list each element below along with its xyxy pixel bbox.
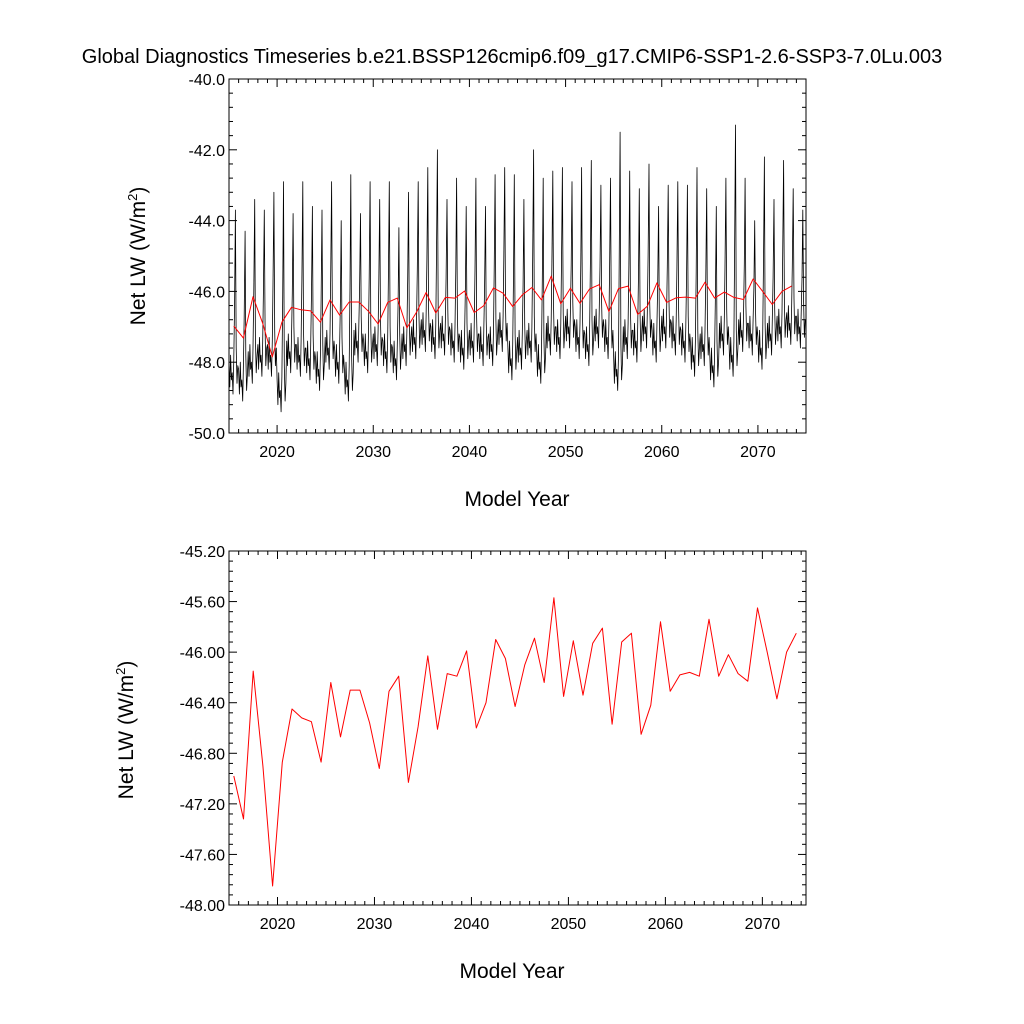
bottom-y-axis-title-main: Net LW (W/m [115, 675, 138, 799]
bottom-annual-series-line [233, 597, 797, 887]
bottom-series [233, 597, 797, 887]
top-panel: -40.0-42.0-44.0-46.0-48.0-50.0 2020 2030 2… [125, 72, 807, 511]
x-tick-label: 2020 [259, 444, 295, 461]
x-tick-label: 2040 [452, 444, 488, 461]
bottom-y-axis-title-close: ) [115, 661, 138, 668]
x-tick-label: 2060 [648, 916, 684, 933]
y-tick-label: -45.60 [180, 595, 225, 612]
y-tick-label: -46.80 [180, 746, 225, 763]
bottom-plot-frame [228, 550, 807, 906]
y-tick-label: -42.0 [189, 143, 226, 160]
x-tick-label: 2040 [454, 916, 490, 933]
x-tick-label: 2050 [548, 444, 584, 461]
x-tick-label: 2030 [355, 444, 391, 461]
top-series [228, 124, 806, 413]
bottom-y-tick-labels: -45.20 -45.60 -46.00 -46.40 -46.80 -47.20 -47.… [180, 544, 225, 915]
y-tick-label: -47.60 [180, 847, 225, 864]
bottom-y-axis-title: Net LW (W/m2) [113, 661, 138, 800]
y-tick-label: -40.0 [189, 72, 226, 89]
top-ticks [228, 78, 807, 434]
bottom-x-tick-labels: 2020 2030 2040 2050 2060 2070 [260, 916, 781, 933]
top-y-axis-title-main: Net LW (W/m [127, 201, 150, 325]
x-tick-label: 2070 [740, 444, 776, 461]
top-y-axis-title-close: ) [127, 187, 150, 194]
x-tick-label: 2050 [551, 916, 587, 933]
y-tick-label: -50.0 [189, 426, 226, 443]
bottom-panel: -45.20 -45.60 -46.00 -46.40 -46.80 -47.20 -47.… [113, 544, 807, 983]
top-y-axis-title: Net LW (W/m2) [125, 187, 150, 326]
y-tick-label: -45.20 [180, 544, 225, 561]
y-tick-label: -46.00 [180, 645, 225, 662]
top-y-tick-labels: -40.0 -42.0 -44.0 -46.0 -48.0 -50.0 [189, 72, 226, 443]
bottom-y-axis-title-sup: 2 [113, 668, 128, 675]
x-tick-label: 2070 [745, 916, 781, 933]
top-y-axis-title-sup: 2 [125, 194, 140, 201]
top-monthly-series-line [228, 124, 806, 413]
x-tick-label: 2060 [644, 444, 680, 461]
bottom-ticks [228, 550, 806, 906]
y-tick-label: -48.00 [180, 898, 225, 915]
top-annual-series-line [233, 275, 792, 358]
y-tick-label: -48.0 [189, 355, 226, 372]
y-tick-label: -44.0 [189, 214, 226, 231]
bottom-x-axis-title: Model Year [459, 960, 564, 983]
top-x-axis-title: Model Year [464, 488, 569, 511]
y-tick-label: -47.20 [180, 797, 225, 814]
figure-title: Global Diagnostics Timeseries b.e21.BSSP… [82, 46, 942, 68]
x-tick-label: 2020 [260, 916, 296, 933]
top-x-tick-labels: 2020 2030 2040 2050 2060 2070 [259, 444, 776, 461]
y-tick-label: -46.40 [180, 696, 225, 713]
y-tick-label: -46.0 [189, 284, 226, 301]
x-tick-label: 2030 [357, 916, 393, 933]
